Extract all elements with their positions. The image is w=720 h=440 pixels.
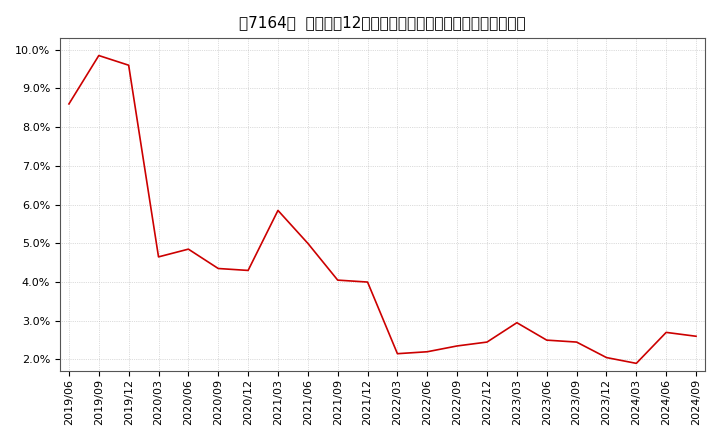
Title: ［7164］  売上高の12か月移動合計の対前年同期増減率の推移: ［7164］ 売上高の12か月移動合計の対前年同期増減率の推移 [239, 15, 526, 30]
